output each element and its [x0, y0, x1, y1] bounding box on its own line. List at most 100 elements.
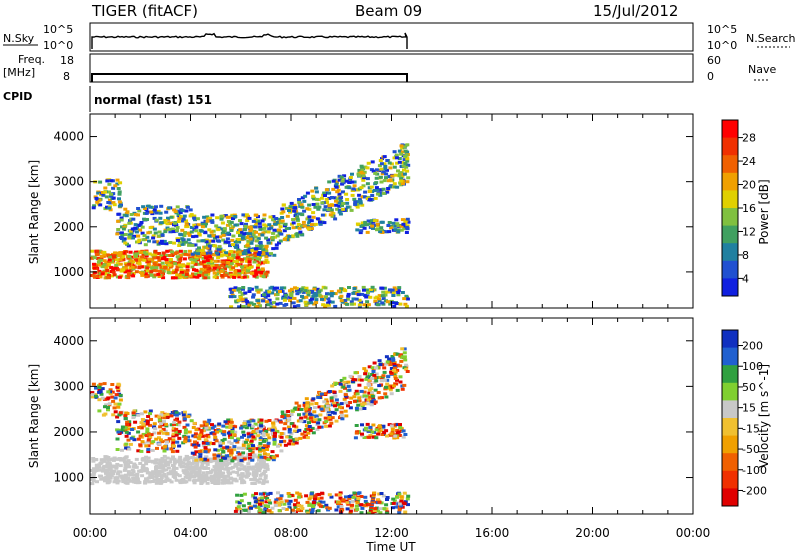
data-cell — [184, 436, 188, 439]
data-cell — [147, 457, 151, 460]
colorbar-swatch — [722, 190, 738, 208]
data-cell — [357, 194, 361, 197]
data-cell — [238, 228, 242, 231]
data-cell — [127, 272, 131, 275]
data-cell — [389, 178, 393, 181]
data-cell — [300, 433, 304, 436]
data-cell — [350, 303, 354, 306]
data-cell — [199, 458, 203, 461]
data-cell — [106, 396, 110, 399]
data-cell — [205, 423, 209, 426]
data-cell — [156, 256, 160, 259]
data-cell — [220, 482, 224, 485]
data-cell — [304, 416, 308, 419]
data-cell — [186, 263, 190, 266]
data-cell — [176, 205, 180, 208]
data-cell — [304, 301, 308, 304]
data-cell — [255, 239, 259, 242]
data-cell — [95, 201, 99, 204]
data-cell — [310, 219, 314, 222]
data-cell — [393, 435, 397, 438]
data-cell — [113, 203, 117, 206]
data-cell — [249, 238, 253, 241]
data-cell — [314, 402, 318, 405]
data-cell — [154, 232, 158, 235]
data-cell — [372, 492, 376, 495]
data-cell — [150, 274, 154, 277]
data-cell — [378, 507, 382, 510]
data-cell — [213, 276, 217, 279]
data-cell — [189, 258, 193, 261]
data-cell — [351, 188, 355, 191]
data-cell — [324, 286, 328, 289]
time-axis-title: Time UT — [365, 540, 416, 554]
data-cell — [286, 414, 290, 417]
data-cell — [305, 397, 309, 400]
data-cell — [220, 274, 224, 277]
data-cell — [119, 411, 123, 414]
data-cell — [123, 414, 127, 417]
data-cell — [364, 427, 368, 430]
data-cell — [149, 270, 153, 273]
data-cell — [230, 291, 234, 294]
data-cell — [119, 399, 123, 402]
data-cell — [159, 221, 163, 224]
data-cell — [405, 231, 409, 234]
data-cell — [151, 449, 155, 452]
data-cell — [184, 431, 188, 434]
data-cell — [406, 298, 410, 301]
data-cell — [118, 276, 122, 279]
time-tick-label: 00:00 — [676, 526, 711, 540]
data-cell — [117, 384, 121, 387]
data-cell — [182, 413, 186, 416]
data-cell — [109, 477, 113, 480]
data-cell — [400, 144, 404, 147]
data-cell — [341, 386, 345, 389]
data-cell — [353, 201, 357, 204]
data-cell — [376, 303, 380, 306]
data-cell — [314, 223, 318, 226]
data-cell — [211, 240, 215, 243]
data-cell — [198, 475, 202, 478]
data-cell — [268, 419, 272, 422]
data-cell — [296, 304, 300, 307]
data-cell — [155, 219, 159, 222]
data-cell — [158, 419, 162, 422]
data-cell — [259, 492, 263, 495]
data-cell — [127, 263, 131, 266]
data-cell — [250, 459, 254, 462]
data-cell — [359, 408, 363, 411]
data-cell — [183, 411, 187, 414]
data-cell — [129, 443, 133, 446]
data-cell — [197, 472, 201, 475]
data-cell — [313, 206, 317, 209]
nave-tick-top: 60 — [707, 54, 721, 67]
data-cell — [114, 264, 118, 267]
data-cell — [217, 478, 221, 481]
data-cell — [210, 475, 214, 478]
data-cell — [175, 459, 179, 462]
data-cell — [385, 435, 389, 438]
data-cell — [280, 208, 284, 211]
data-cell — [317, 418, 321, 421]
data-cell — [320, 298, 324, 301]
data-cell — [283, 299, 287, 302]
data-cell — [382, 192, 386, 195]
data-cell — [360, 433, 364, 436]
data-cell — [145, 427, 149, 430]
data-cell — [184, 428, 188, 431]
data-cell — [300, 213, 304, 216]
data-cell — [97, 398, 101, 401]
data-cell — [145, 468, 149, 471]
data-cell — [238, 219, 242, 222]
y-tick-label: 1000 — [53, 265, 84, 279]
data-cell — [125, 435, 129, 438]
data-cell — [295, 235, 299, 238]
data-cell — [194, 269, 198, 272]
data-cell — [146, 448, 150, 451]
data-cell — [401, 182, 405, 185]
data-cell — [237, 299, 241, 302]
data-cell — [323, 194, 327, 197]
data-cell — [116, 472, 120, 475]
data-cell — [340, 411, 344, 414]
